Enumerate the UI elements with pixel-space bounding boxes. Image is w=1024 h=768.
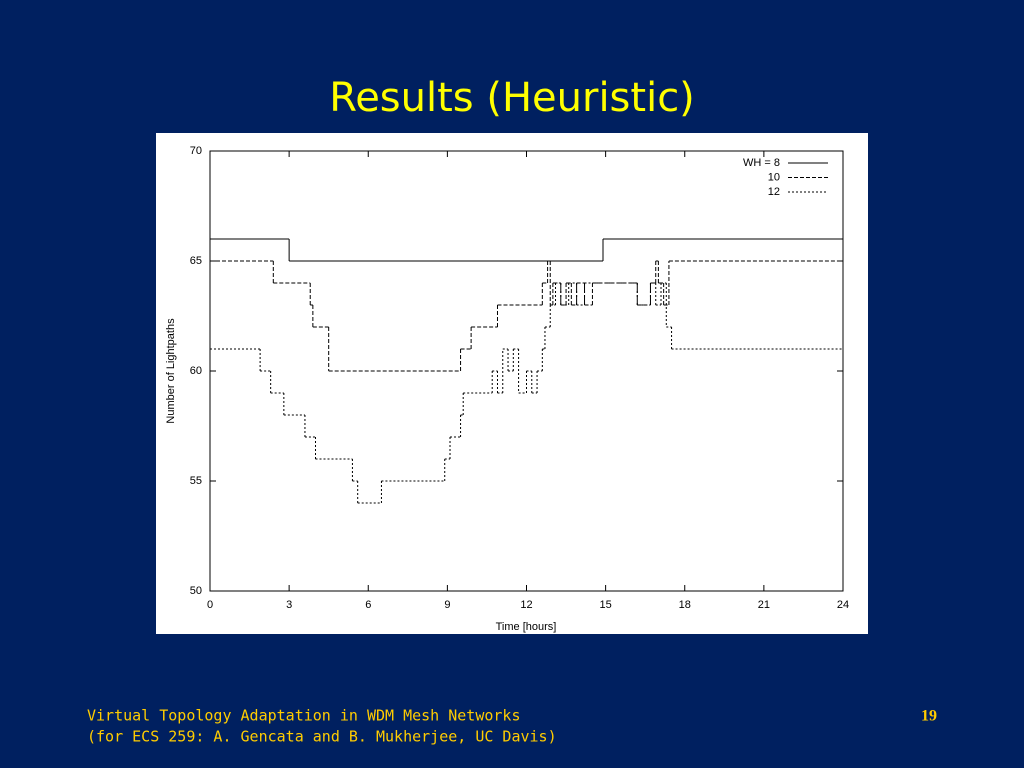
footer-line: (for ECS 259: A. Gencata and B. Mukherje…: [87, 728, 557, 746]
x-tick-label: 6: [365, 599, 371, 611]
x-tick-label: 3: [286, 599, 292, 611]
y-tick-label: 65: [190, 255, 202, 267]
legend-label: WH = 8: [743, 157, 780, 169]
legend-label: 12: [768, 186, 780, 198]
legend-label: 10: [768, 171, 780, 183]
y-tick-label: 60: [190, 365, 202, 377]
x-tick-label: 9: [444, 599, 450, 611]
chart-panel: [156, 133, 868, 634]
x-tick-label: 21: [758, 599, 770, 611]
y-tick-label: 55: [190, 475, 202, 487]
y-axis-label: Number of Lightpaths: [165, 318, 177, 424]
x-axis-label: Time [hours]: [496, 621, 557, 633]
footer-line: Virtual Topology Adaptation in WDM Mesh …: [87, 707, 520, 725]
slide-title: Results (Heuristic): [329, 75, 695, 121]
y-tick-label: 50: [190, 585, 202, 597]
y-tick-label: 70: [190, 145, 202, 157]
x-tick-label: 18: [679, 599, 691, 611]
x-tick-label: 0: [207, 599, 213, 611]
x-tick-label: 24: [837, 599, 849, 611]
x-tick-label: 15: [600, 599, 612, 611]
x-tick-label: 12: [520, 599, 532, 611]
page-number: 19: [921, 708, 937, 725]
